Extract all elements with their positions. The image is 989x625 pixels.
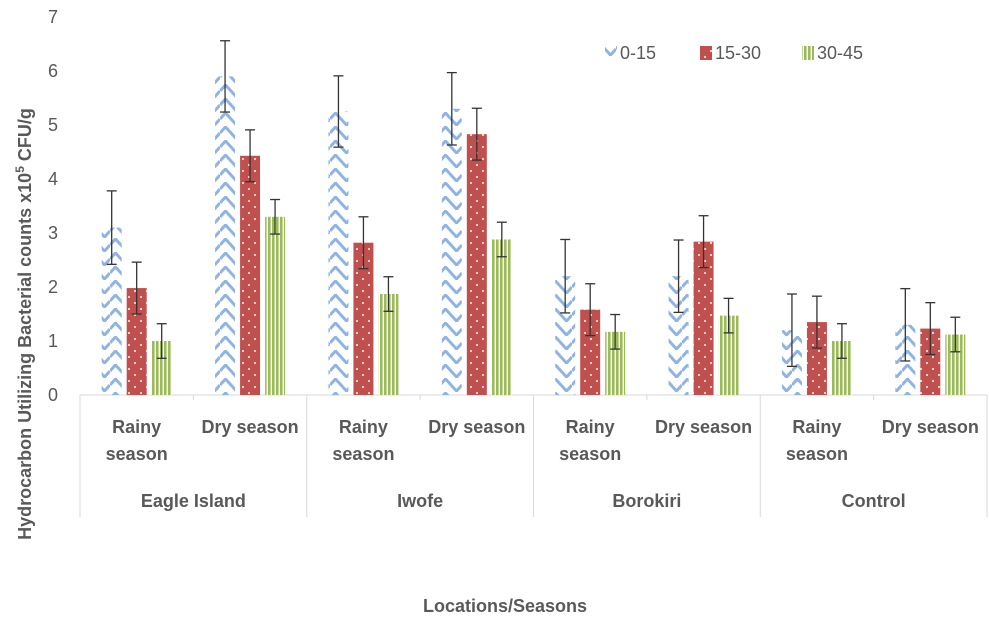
x-group-label: Eagle Island xyxy=(141,491,246,511)
x-category-label: season xyxy=(106,444,168,464)
y-axis-title: Hydrocarbon Utilizing Bacterial counts x… xyxy=(13,108,35,540)
bar-0-15 xyxy=(328,111,349,395)
y-axis-title-part: CFU/g xyxy=(15,108,35,166)
bar-30-45 xyxy=(718,315,739,395)
x-category-label: Rainy xyxy=(566,417,615,437)
x-category-label: Rainy xyxy=(112,417,161,437)
x-category-labels: Rainy season Dry season Eagle Island Rainy se… xyxy=(106,417,979,511)
x-category-label: Dry season xyxy=(655,417,752,437)
bar-30-45 xyxy=(491,239,512,395)
y-tick-label: 4 xyxy=(48,169,58,189)
bar-15-30 xyxy=(466,134,487,395)
bar-0-15 xyxy=(668,276,689,395)
x-group-label: Borokiri xyxy=(612,491,681,511)
bar-15-30 xyxy=(920,328,941,395)
bar-0-15 xyxy=(215,76,236,396)
y-tick-label: 7 xyxy=(48,7,58,27)
y-tick-label: 3 xyxy=(48,223,58,243)
bar-15-30 xyxy=(353,242,374,395)
bar-15-30 xyxy=(806,322,827,395)
y-tick-label: 2 xyxy=(48,277,58,297)
x-category-label: Dry season xyxy=(882,417,979,437)
bar-30-45 xyxy=(945,334,966,395)
legend: 0-15 15-30 30-45 xyxy=(605,43,863,63)
x-category-label: season xyxy=(559,444,621,464)
y-axis-title-part: Hydrocarbon Utilizing Bacterial counts x… xyxy=(15,173,35,540)
x-group-label: Control xyxy=(842,491,906,511)
bar-15-30 xyxy=(126,288,147,395)
legend-swatch-15-30 xyxy=(700,46,712,60)
bar-15-30 xyxy=(240,155,261,395)
bar-30-45 xyxy=(378,294,399,395)
bar-0-15 xyxy=(555,276,576,395)
x-axis-title: Locations/Seasons xyxy=(423,596,587,616)
bars xyxy=(101,76,966,396)
y-tick-label: 1 xyxy=(48,331,58,351)
y-tick-labels: 0 1 2 3 4 5 6 7 xyxy=(48,7,58,405)
legend-label: 30-45 xyxy=(817,43,863,63)
y-axis-title-group: Hydrocarbon Utilizing Bacterial counts x… xyxy=(13,108,35,540)
x-category-label: Rainy xyxy=(792,417,841,437)
x-category-label: Rainy xyxy=(339,417,388,437)
x-category-label: season xyxy=(786,444,848,464)
y-tick-label: 6 xyxy=(48,61,58,81)
error-bars xyxy=(106,40,961,368)
legend-label: 0-15 xyxy=(620,43,656,63)
bar-0-15 xyxy=(101,227,122,395)
legend-label: 15-30 xyxy=(715,43,761,63)
y-tick-label: 0 xyxy=(48,385,58,405)
bar-15-30 xyxy=(580,309,601,395)
bar-0-15 xyxy=(441,108,462,396)
bar-30-45 xyxy=(151,341,172,395)
bar-30-45 xyxy=(265,216,286,395)
x-category-label: Dry season xyxy=(428,417,525,437)
bar-15-30 xyxy=(693,241,714,395)
y-axis-title-superscript: 5 xyxy=(13,166,27,173)
y-tick-label: 5 xyxy=(48,115,58,135)
x-category-label: Dry season xyxy=(202,417,299,437)
x-group-label: Iwofe xyxy=(397,491,443,511)
x-category-label: season xyxy=(332,444,394,464)
legend-swatch-30-45 xyxy=(802,46,814,60)
bar-30-45 xyxy=(605,331,626,395)
bar-30-45 xyxy=(831,341,852,395)
legend-swatch-0-15 xyxy=(605,46,617,60)
